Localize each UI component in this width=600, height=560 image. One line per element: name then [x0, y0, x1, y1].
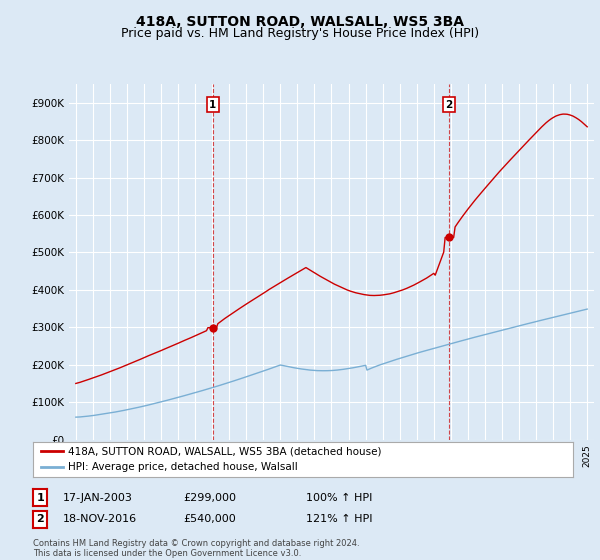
Text: 121% ↑ HPI: 121% ↑ HPI: [306, 514, 373, 524]
Text: £299,000: £299,000: [183, 493, 236, 503]
Text: 418A, SUTTON ROAD, WALSALL, WS5 3BA: 418A, SUTTON ROAD, WALSALL, WS5 3BA: [136, 15, 464, 29]
Text: 100% ↑ HPI: 100% ↑ HPI: [306, 493, 373, 503]
Text: 2: 2: [445, 100, 452, 110]
Text: 1: 1: [37, 493, 44, 503]
Text: 17-JAN-2003: 17-JAN-2003: [62, 493, 132, 503]
Text: 2: 2: [37, 514, 44, 524]
Text: Contains HM Land Registry data © Crown copyright and database right 2024.
This d: Contains HM Land Registry data © Crown c…: [33, 539, 359, 558]
Text: 418A, SUTTON ROAD, WALSALL, WS5 3BA (detached house): 418A, SUTTON ROAD, WALSALL, WS5 3BA (det…: [68, 446, 382, 456]
Text: 1: 1: [209, 100, 217, 110]
Text: HPI: Average price, detached house, Walsall: HPI: Average price, detached house, Wals…: [68, 463, 298, 473]
Text: £540,000: £540,000: [183, 514, 236, 524]
Text: Price paid vs. HM Land Registry's House Price Index (HPI): Price paid vs. HM Land Registry's House …: [121, 27, 479, 40]
Text: 18-NOV-2016: 18-NOV-2016: [62, 514, 137, 524]
